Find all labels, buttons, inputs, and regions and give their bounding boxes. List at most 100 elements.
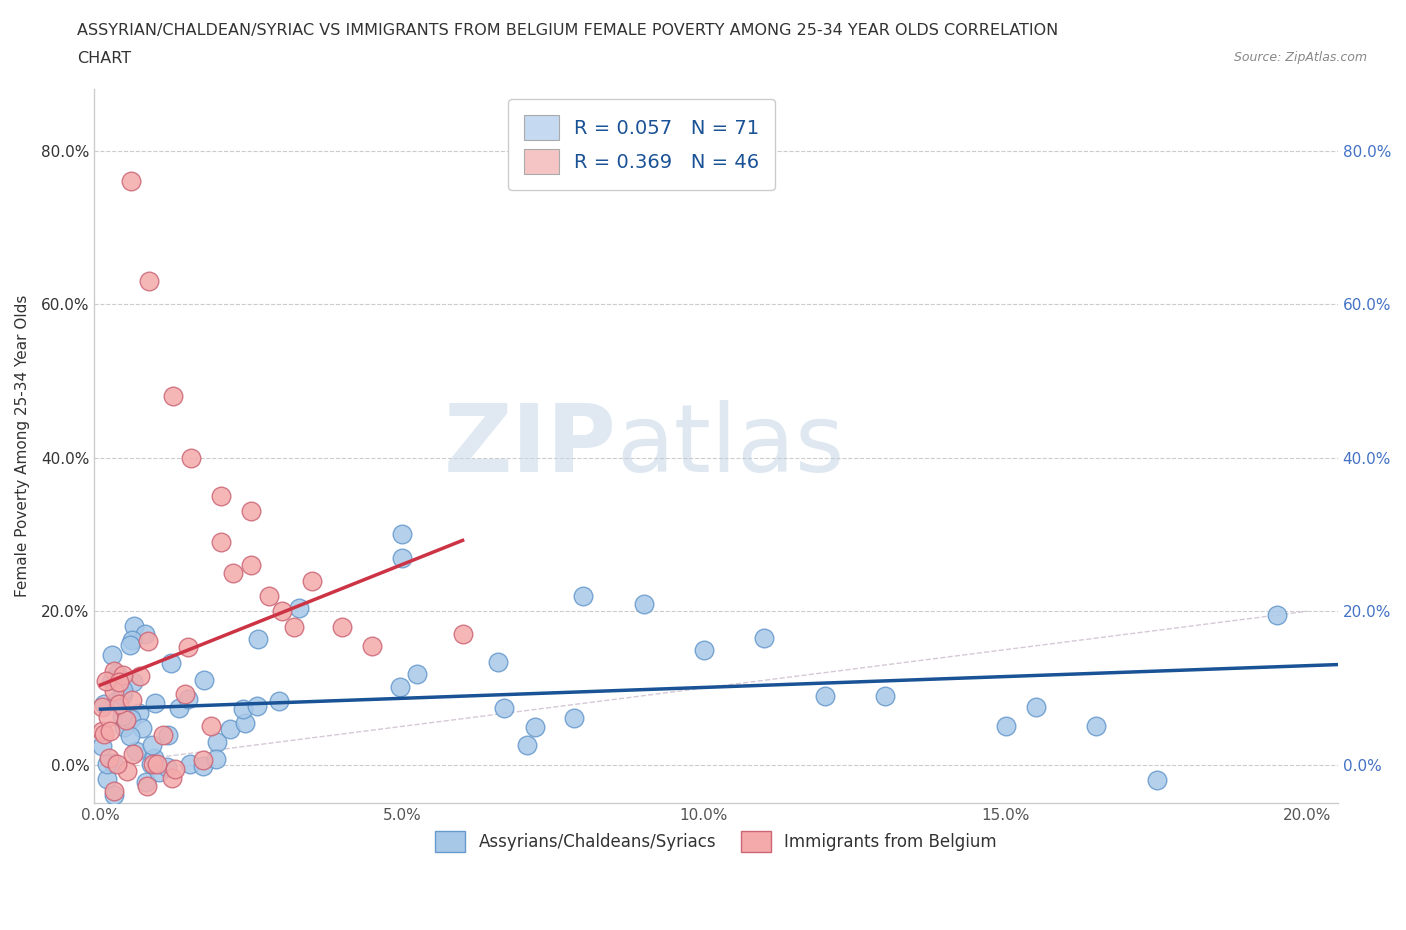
Point — [131, 721, 153, 736]
Point — [129, 669, 152, 684]
Point — [112, 720, 135, 735]
Point — [103, 684, 125, 698]
Point — [122, 674, 145, 689]
Point — [118, 637, 141, 652]
Point — [523, 720, 546, 735]
Point — [105, 674, 128, 689]
Point — [142, 751, 165, 765]
Point — [283, 619, 305, 634]
Point — [110, 709, 132, 724]
Text: ZIP: ZIP — [444, 400, 617, 492]
Point — [259, 589, 281, 604]
Point — [111, 687, 134, 702]
Point — [330, 619, 353, 634]
Point — [200, 718, 222, 733]
Point — [103, 663, 125, 678]
Point — [451, 627, 474, 642]
Point — [301, 573, 323, 588]
Point — [105, 756, 128, 771]
Point — [388, 680, 411, 695]
Point — [120, 711, 142, 726]
Point — [135, 775, 157, 790]
Point — [240, 558, 263, 573]
Point — [270, 604, 292, 618]
Point — [246, 698, 269, 713]
Point — [180, 450, 202, 465]
Point — [93, 726, 115, 741]
Point — [120, 174, 142, 189]
Point — [134, 627, 156, 642]
Point — [162, 389, 184, 404]
Point — [156, 727, 179, 742]
Point — [122, 618, 145, 633]
Point — [486, 655, 509, 670]
Point — [193, 672, 215, 687]
Point — [152, 728, 174, 743]
Point — [754, 631, 776, 645]
Point — [176, 640, 198, 655]
Point — [121, 633, 143, 648]
Point — [100, 672, 122, 687]
Point — [94, 673, 117, 688]
Point — [1265, 607, 1288, 622]
Point — [111, 683, 134, 698]
Point — [233, 715, 256, 730]
Point — [90, 724, 112, 738]
Point — [120, 729, 142, 744]
Point — [246, 631, 269, 646]
Point — [1146, 773, 1168, 788]
Point — [98, 724, 121, 738]
Point — [96, 757, 118, 772]
Point — [105, 667, 128, 682]
Text: CHART: CHART — [77, 51, 131, 66]
Point — [136, 633, 159, 648]
Point — [1025, 699, 1047, 714]
Point — [101, 647, 124, 662]
Point — [205, 751, 228, 766]
Point — [118, 708, 141, 723]
Point — [93, 698, 115, 712]
Point — [128, 706, 150, 721]
Point — [267, 694, 290, 709]
Point — [97, 710, 120, 724]
Legend: Assyrians/Chaldeans/Syriacs, Immigrants from Belgium: Assyrians/Chaldeans/Syriacs, Immigrants … — [429, 824, 1004, 859]
Point — [160, 656, 183, 671]
Point — [111, 687, 134, 702]
Point — [104, 694, 127, 709]
Point — [240, 504, 263, 519]
Point — [179, 756, 201, 771]
Point — [167, 700, 190, 715]
Point — [165, 762, 187, 777]
Point — [139, 757, 162, 772]
Point — [138, 273, 160, 288]
Point — [141, 737, 163, 752]
Point — [108, 697, 131, 711]
Point — [814, 688, 837, 703]
Point — [107, 675, 129, 690]
Point — [136, 778, 159, 793]
Point — [405, 667, 427, 682]
Point — [492, 700, 515, 715]
Y-axis label: Female Poverty Among 25-34 Year Olds: Female Poverty Among 25-34 Year Olds — [15, 295, 30, 597]
Point — [205, 735, 228, 750]
Point — [155, 760, 177, 775]
Point — [101, 755, 124, 770]
Point — [1085, 719, 1108, 734]
Point — [994, 719, 1017, 734]
Point — [121, 692, 143, 707]
Point — [112, 668, 135, 683]
Point — [391, 527, 413, 542]
Point — [145, 696, 167, 711]
Point — [142, 757, 165, 772]
Point — [96, 772, 118, 787]
Text: Source: ZipAtlas.com: Source: ZipAtlas.com — [1233, 51, 1367, 64]
Point — [115, 713, 138, 728]
Point — [174, 686, 197, 701]
Point — [103, 788, 125, 803]
Point — [693, 642, 716, 657]
Point — [108, 675, 131, 690]
Point — [222, 565, 245, 580]
Text: atlas: atlas — [617, 400, 845, 492]
Point — [232, 701, 254, 716]
Point — [572, 589, 595, 604]
